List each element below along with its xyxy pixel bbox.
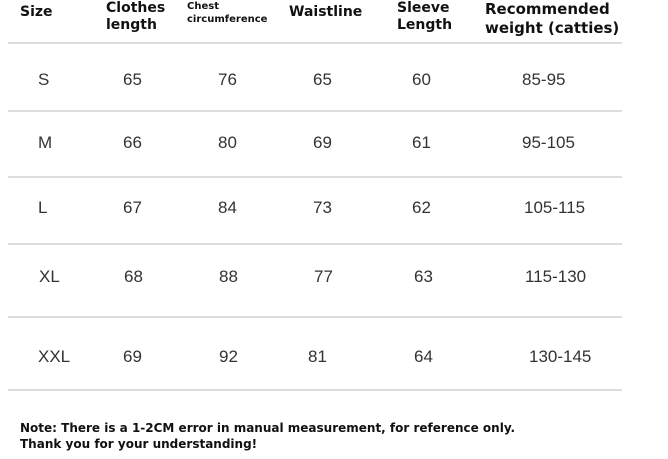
cell-size: XXL xyxy=(38,347,71,366)
cell-waistline: 77 xyxy=(314,267,333,286)
header-clothes-line1: Clothes xyxy=(106,0,166,16)
header-chest-line1: Chest xyxy=(187,1,219,12)
cell-weight: 95-105 xyxy=(522,133,575,152)
cell-sleeve: 60 xyxy=(412,70,431,89)
cell-waistline: 81 xyxy=(308,347,327,366)
cell-chest: 84 xyxy=(218,198,237,217)
cell-weight: 115-130 xyxy=(525,267,587,286)
cell-chest: 76 xyxy=(218,70,237,89)
cell-waistline: 73 xyxy=(313,198,332,217)
header-chest-circumference: Chest circumference xyxy=(187,0,267,26)
cell-clothes-length: 69 xyxy=(123,347,142,366)
header-waistline: Waistline xyxy=(289,4,363,20)
table-divider xyxy=(8,243,622,245)
cell-clothes-length: 68 xyxy=(124,267,143,286)
cell-sleeve: 61 xyxy=(412,133,431,152)
measurement-note: Note: There is a 1-2CM error in manual m… xyxy=(20,420,515,452)
cell-sleeve: 62 xyxy=(412,198,431,217)
cell-chest: 92 xyxy=(219,347,238,366)
table-divider xyxy=(8,316,622,318)
cell-weight: 85-95 xyxy=(522,70,566,89)
cell-waistline: 65 xyxy=(313,70,332,89)
note-line-1: Note: There is a 1-2CM error in manual m… xyxy=(20,421,516,435)
cell-clothes-length: 67 xyxy=(123,198,142,217)
cell-size: XL xyxy=(39,267,60,286)
header-clothes-length: Clothes length xyxy=(106,0,165,34)
cell-size: M xyxy=(38,133,53,152)
note-line-2: Thank you for your understanding! xyxy=(20,437,258,451)
cell-sleeve: 63 xyxy=(414,267,433,286)
header-recommended-line1: Recommended xyxy=(485,0,610,18)
cell-weight: 130-145 xyxy=(529,347,592,366)
cell-sleeve: 64 xyxy=(414,347,433,366)
header-size: Size xyxy=(20,4,53,20)
cell-size: S xyxy=(38,70,50,89)
cell-clothes-length: 65 xyxy=(123,70,142,89)
table-divider xyxy=(8,42,622,44)
header-chest-line2: circumference xyxy=(187,14,268,25)
table-divider xyxy=(8,389,622,391)
header-clothes-line2: length xyxy=(106,17,157,33)
header-recommended-line2: weight (catties) xyxy=(485,19,620,37)
header-recommended-weight: Recommended weight (catties) xyxy=(485,0,619,38)
table-divider xyxy=(8,110,622,112)
header-sleeve-line2: Length xyxy=(397,17,453,33)
header-sleeve-line1: Sleeve xyxy=(397,0,450,16)
cell-weight: 105-115 xyxy=(524,198,586,217)
cell-chest: 80 xyxy=(218,133,237,152)
cell-chest: 88 xyxy=(219,267,238,286)
cell-clothes-length: 66 xyxy=(123,133,142,152)
cell-size: L xyxy=(38,198,48,217)
header-sleeve-length: Sleeve Length xyxy=(397,0,452,34)
table-divider xyxy=(8,176,622,178)
cell-waistline: 69 xyxy=(313,133,332,152)
